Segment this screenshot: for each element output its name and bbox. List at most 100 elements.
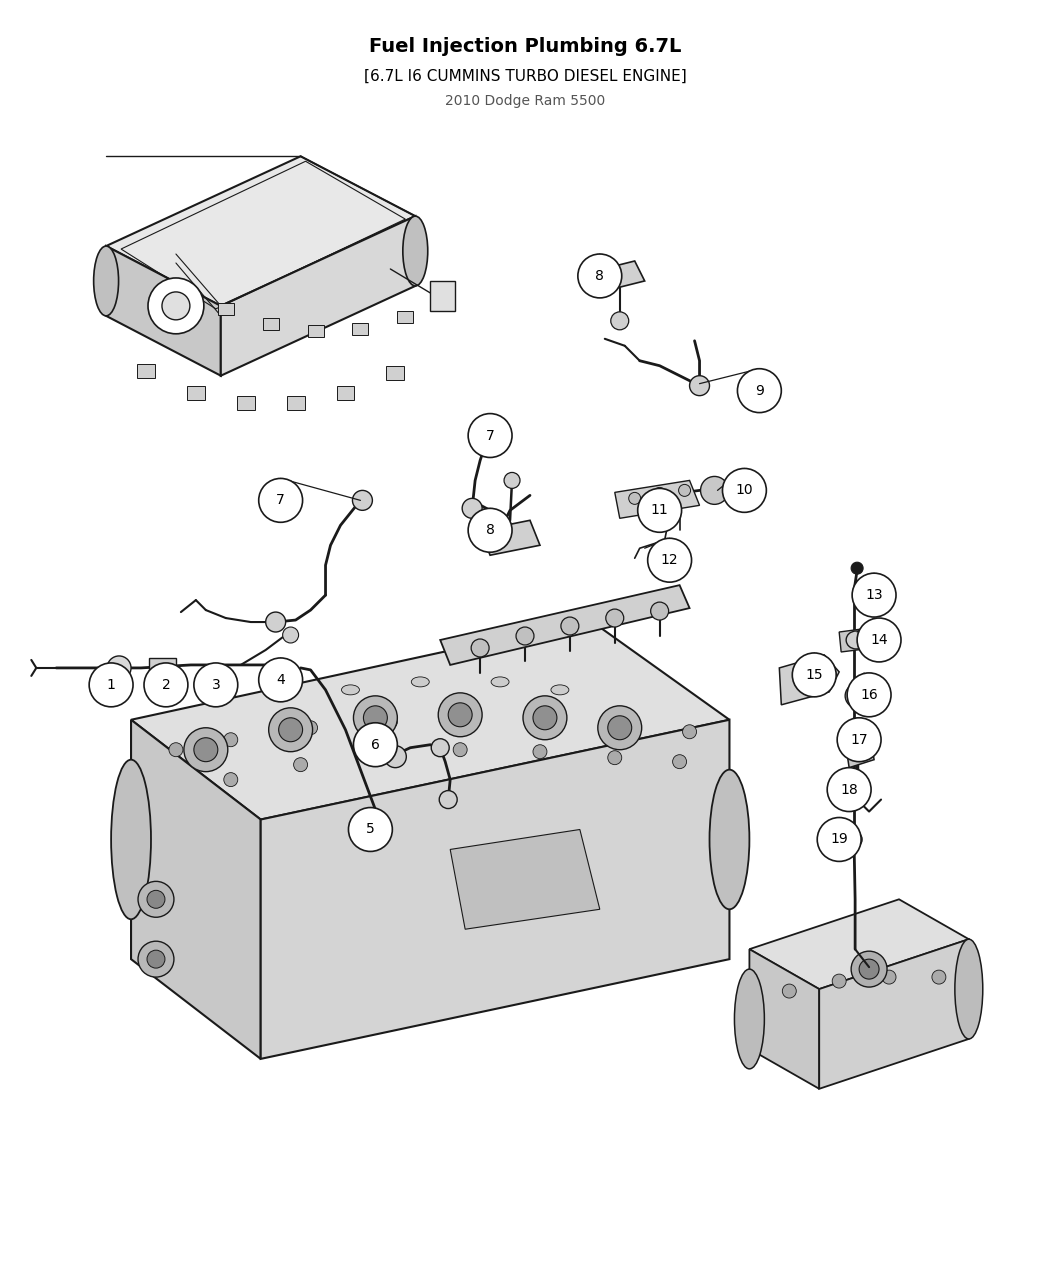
Ellipse shape [341, 685, 359, 695]
Circle shape [700, 477, 729, 505]
Ellipse shape [710, 770, 750, 909]
Circle shape [454, 743, 467, 756]
Polygon shape [750, 899, 969, 989]
Ellipse shape [734, 969, 764, 1068]
Polygon shape [386, 366, 404, 380]
Circle shape [258, 478, 302, 523]
Circle shape [282, 627, 298, 643]
Text: 7: 7 [486, 428, 495, 442]
Polygon shape [839, 629, 874, 652]
Polygon shape [844, 728, 874, 768]
Circle shape [608, 715, 632, 740]
Circle shape [833, 974, 846, 988]
Circle shape [224, 773, 237, 787]
Circle shape [354, 696, 397, 740]
Text: 10: 10 [736, 483, 753, 497]
Ellipse shape [93, 246, 119, 316]
Text: 2: 2 [162, 678, 170, 692]
Circle shape [637, 488, 681, 532]
Polygon shape [106, 246, 220, 376]
Polygon shape [440, 585, 690, 666]
Polygon shape [187, 385, 205, 399]
Circle shape [857, 618, 901, 662]
Text: 14: 14 [870, 632, 888, 646]
Circle shape [184, 728, 228, 771]
Circle shape [737, 368, 781, 413]
Circle shape [384, 746, 406, 768]
Circle shape [349, 807, 393, 852]
Circle shape [354, 723, 397, 766]
Circle shape [371, 825, 391, 844]
Text: 7: 7 [276, 493, 285, 507]
Circle shape [89, 663, 133, 706]
Polygon shape [131, 720, 260, 1058]
Circle shape [162, 292, 190, 320]
Circle shape [606, 609, 624, 627]
Polygon shape [614, 481, 699, 519]
Circle shape [471, 639, 489, 657]
Circle shape [138, 941, 174, 977]
Polygon shape [430, 280, 456, 311]
Circle shape [374, 747, 387, 761]
Polygon shape [220, 217, 416, 376]
Text: 11: 11 [651, 504, 669, 518]
Text: 13: 13 [865, 588, 883, 602]
Ellipse shape [954, 940, 983, 1039]
Circle shape [448, 703, 472, 727]
Polygon shape [819, 940, 969, 1089]
Circle shape [468, 509, 512, 552]
Circle shape [363, 706, 387, 729]
Circle shape [439, 790, 457, 808]
Circle shape [523, 696, 567, 740]
Circle shape [463, 713, 477, 727]
Circle shape [432, 738, 449, 756]
Circle shape [169, 743, 183, 756]
Text: 4: 4 [276, 673, 285, 687]
Polygon shape [750, 949, 819, 1089]
Circle shape [682, 724, 696, 738]
Polygon shape [236, 395, 255, 409]
Circle shape [673, 755, 687, 769]
Text: 6: 6 [371, 738, 380, 752]
Circle shape [148, 278, 204, 334]
Circle shape [690, 376, 710, 395]
Ellipse shape [551, 685, 569, 695]
Polygon shape [149, 658, 176, 678]
Circle shape [837, 718, 881, 761]
Text: 9: 9 [755, 384, 763, 398]
Circle shape [648, 538, 692, 583]
Circle shape [194, 738, 217, 761]
Ellipse shape [403, 217, 427, 286]
Text: 1: 1 [107, 678, 116, 692]
Circle shape [533, 745, 547, 759]
Circle shape [611, 312, 629, 330]
Text: 18: 18 [840, 783, 858, 797]
Circle shape [853, 574, 896, 617]
Circle shape [617, 720, 632, 734]
Polygon shape [217, 303, 234, 315]
Circle shape [722, 468, 766, 513]
Polygon shape [450, 830, 600, 929]
Circle shape [353, 491, 373, 510]
Circle shape [845, 683, 869, 708]
Polygon shape [260, 720, 730, 1058]
Circle shape [278, 718, 302, 742]
Text: 3: 3 [211, 678, 220, 692]
Circle shape [852, 562, 863, 574]
Circle shape [147, 950, 165, 968]
Circle shape [543, 715, 556, 729]
Circle shape [144, 663, 188, 706]
Text: 8: 8 [595, 269, 604, 283]
Text: 16: 16 [860, 687, 878, 701]
Circle shape [516, 627, 534, 645]
Circle shape [629, 492, 640, 505]
Polygon shape [131, 620, 730, 820]
Circle shape [817, 817, 861, 862]
Circle shape [504, 473, 520, 488]
Circle shape [303, 720, 317, 734]
Circle shape [932, 970, 946, 984]
Polygon shape [106, 157, 416, 306]
Text: 15: 15 [805, 668, 823, 682]
Polygon shape [594, 261, 645, 291]
Ellipse shape [491, 677, 509, 687]
